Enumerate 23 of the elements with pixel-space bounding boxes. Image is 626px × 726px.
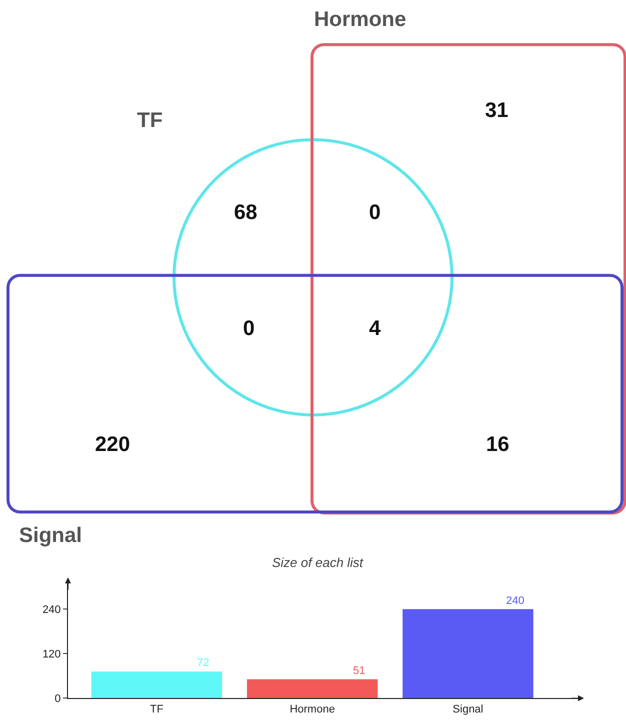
x-tick-label: TF — [150, 703, 164, 716]
x-tick-label: Signal — [452, 703, 484, 716]
text: 0 — [369, 201, 381, 224]
text: 31 — [485, 99, 509, 122]
category-label: Hormone — [314, 8, 406, 31]
text: 220 — [95, 433, 130, 456]
bar — [246, 679, 378, 698]
data-label: 51 — [353, 665, 366, 677]
y-tick-label: 240 — [42, 604, 61, 616]
category-label: Signal — [19, 524, 82, 547]
text: 0 — [243, 317, 255, 340]
text: 16 — [486, 433, 510, 456]
y-tick-label: 120 — [42, 648, 61, 660]
text: 4 — [369, 317, 381, 340]
bar — [402, 609, 534, 698]
data-label: 240 — [506, 595, 524, 607]
bar — [91, 671, 222, 698]
category-label: TF — [137, 109, 163, 132]
y-tick-label: 0 — [54, 693, 61, 706]
text: 68 — [234, 201, 258, 224]
x-tick-label: Hormone — [290, 703, 335, 716]
chart-title: Size of each list — [272, 555, 364, 570]
data-label: 72 — [197, 657, 210, 669]
